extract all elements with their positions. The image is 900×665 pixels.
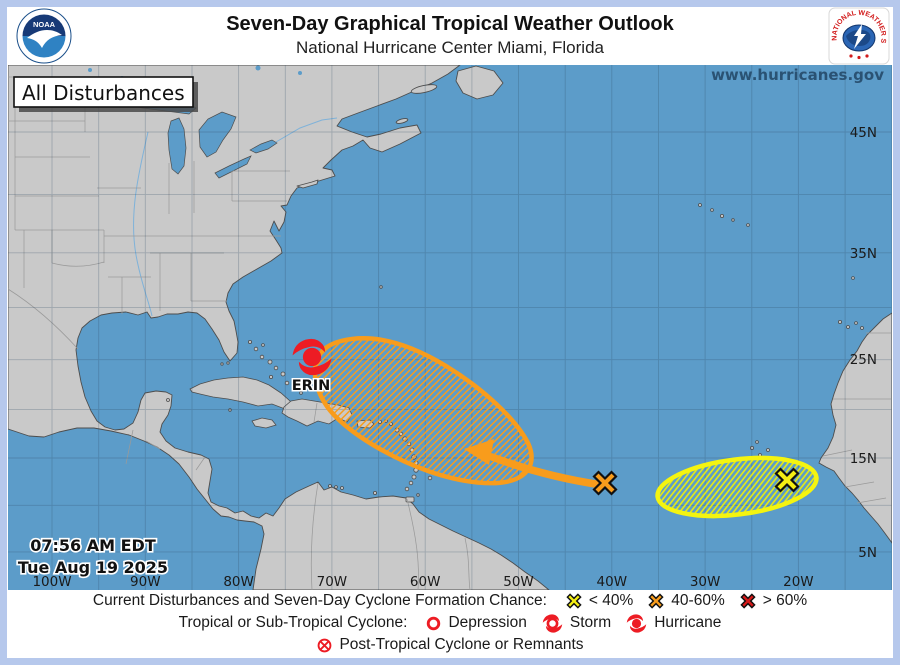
svg-text:45N: 45N	[850, 125, 877, 141]
post-tropical-label: Post-Tropical Cyclone or Remnants	[339, 636, 584, 653]
svg-text:40W: 40W	[597, 574, 628, 590]
page-title: Seven-Day Graphical Tropical Weather Out…	[226, 13, 674, 35]
atlantic-basin-map: ERIN www.hurricanes.gov 07:56 AM EDT Tue…	[7, 64, 893, 591]
bahamas	[247, 339, 303, 395]
depression-label: Depression	[448, 614, 527, 631]
svg-text:80W: 80W	[223, 574, 254, 590]
svg-text:90W: 90W	[130, 574, 161, 590]
chance-low-label: < 40%	[588, 592, 634, 609]
overlay-label: All Disturbances	[22, 81, 185, 105]
x-red-icon	[739, 592, 757, 610]
nws-logo: NATIONAL WEATHER SERVICE	[828, 7, 890, 65]
latitude-labels: 45N 35N 25N 15N 5N	[850, 125, 877, 561]
storm-label: Storm	[569, 614, 612, 631]
storm-icon	[541, 612, 564, 635]
svg-text:20W: 20W	[783, 574, 814, 590]
hurricane-label: Hurricane	[654, 614, 722, 631]
cyclone-type-label: Tropical or Sub-Tropical Cyclone:	[178, 614, 408, 631]
svg-text:70W: 70W	[317, 574, 348, 590]
legend-row-post-tropical: Post-Tropical Cyclone or Remnants	[8, 634, 892, 656]
formation-chance-label: Current Disturbances and Seven-Day Cyclo…	[92, 592, 547, 609]
x-yellow-icon	[565, 592, 583, 610]
depression-icon	[425, 615, 442, 632]
legend: Current Disturbances and Seven-Day Cyclo…	[8, 590, 892, 658]
page-subtitle: National Hurricane Center Miami, Florida	[295, 38, 604, 57]
storm-name-label: ERIN	[292, 378, 331, 394]
x-orange-icon	[647, 592, 665, 610]
landmass-americas	[7, 64, 550, 591]
noaa-seagull-icon	[27, 29, 62, 48]
landmass-africa	[818, 312, 893, 545]
noaa-logo: NOAA	[16, 8, 72, 64]
timestamp: 07:56 AM EDT Tue Aug 19 2025	[16, 534, 169, 578]
hurricane-icon	[625, 612, 648, 635]
longitude-labels: 100W 90W 80W 70W 60W 50W 40W 30W 20W	[32, 574, 813, 590]
svg-text:35N: 35N	[850, 246, 877, 262]
svg-text:25N: 25N	[850, 352, 877, 368]
noaa-logo-text: NOAA	[33, 20, 56, 29]
timestamp-date: Tue Aug 19 2025	[18, 558, 168, 577]
svg-text:100W: 100W	[32, 574, 71, 590]
chance-medium-label: 40-60%	[671, 592, 725, 609]
svg-text:50W: 50W	[503, 574, 534, 590]
post-tropical-icon	[316, 637, 333, 654]
overlay-label-box: All Disturbances	[13, 76, 198, 112]
nws-lightning-icon	[854, 24, 866, 49]
rivers	[133, 117, 338, 317]
header: NOAA NATIONAL WEATHER SERVICE Seven-Day …	[7, 7, 893, 65]
atlantic-islands	[698, 203, 864, 457]
hurricane-erin-icon[interactable]	[292, 338, 332, 376]
island-jamaica	[251, 417, 277, 429]
website-link[interactable]: www.hurricanes.gov	[711, 66, 884, 84]
legend-row-formation: Current Disturbances and Seven-Day Cyclo…	[8, 590, 892, 612]
other-islands	[166, 285, 383, 495]
timestamp-time: 07:56 AM EDT	[30, 536, 156, 555]
motion-arrow	[464, 439, 606, 489]
svg-text:60W: 60W	[410, 574, 441, 590]
svg-text:15N: 15N	[850, 451, 877, 467]
legend-row-cyclone: Tropical or Sub-Tropical Cyclone: Depres…	[8, 612, 892, 634]
chance-high-label: > 60%	[762, 592, 808, 609]
svg-text:30W: 30W	[690, 574, 721, 590]
svg-text:5N: 5N	[858, 545, 877, 561]
outlook-map: ERIN www.hurricanes.gov 07:56 AM EDT Tue…	[7, 64, 893, 591]
